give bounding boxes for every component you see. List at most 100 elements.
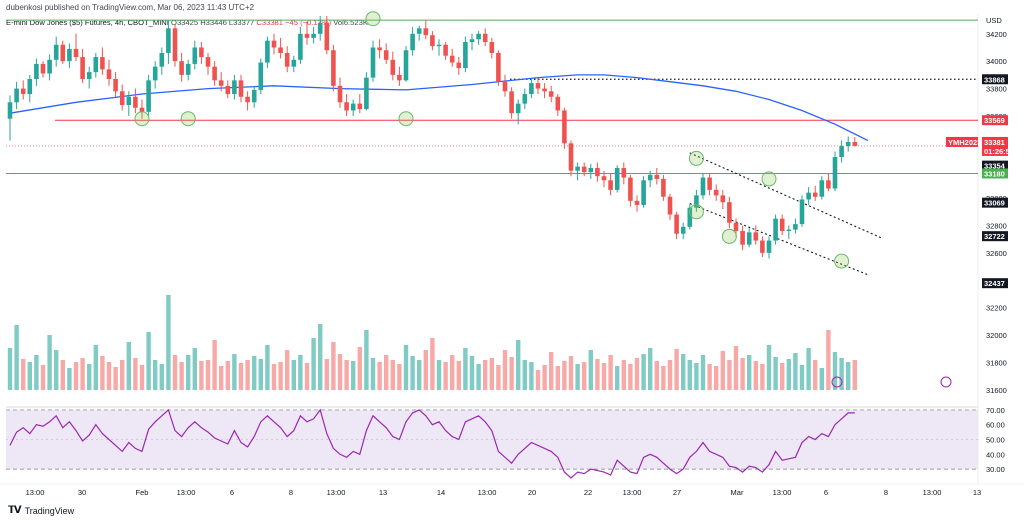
rsi-tick-label: 50.00 [986, 436, 1005, 445]
candle-body [661, 178, 666, 197]
candle-body [766, 240, 772, 253]
volume-bar [219, 366, 224, 390]
candle-body [713, 189, 719, 196]
volume-bar [450, 355, 455, 390]
volume-bar [568, 356, 574, 390]
candle-body [284, 52, 290, 67]
volume-bar [588, 350, 593, 390]
price-tag [982, 231, 1008, 242]
moving-average-line [9, 74, 869, 142]
volume-bar [47, 335, 52, 390]
volume-bar [384, 355, 389, 390]
candle-body [119, 91, 125, 105]
candle-body [760, 240, 765, 253]
volume-bar [238, 363, 244, 390]
volume-bar [318, 324, 323, 390]
volume-bar [172, 355, 178, 390]
price-tag [982, 136, 1008, 147]
price-tag-label: 33569 [984, 116, 1005, 125]
price-tag-label: 33868 [984, 75, 1005, 84]
candle-body [496, 52, 501, 82]
candle-body [456, 62, 462, 69]
volume-bar [252, 356, 257, 390]
volume-bar [153, 360, 158, 390]
candle-body [430, 35, 435, 47]
volume-bar [733, 346, 739, 390]
volume-bar [139, 365, 145, 390]
contract-tag-label: YMH2023 [948, 138, 981, 147]
volume-bar [14, 325, 19, 390]
volume-bar [700, 355, 706, 390]
time-tick-label: 13 [973, 488, 981, 497]
close-value: C33381 [256, 18, 283, 27]
volume-bar [21, 359, 26, 390]
volume-bar [793, 353, 798, 390]
candle-body [390, 59, 396, 75]
time-tick-label: 30 [78, 488, 86, 497]
volume-bar [311, 338, 316, 390]
candle-body [166, 28, 171, 53]
volume-bar [54, 350, 59, 390]
time-tick-label: 20 [528, 488, 536, 497]
volume-bar [192, 348, 197, 390]
tradingview-brand[interactable]: 𝗧𝗩 TradingView [8, 505, 74, 516]
price-tag-label: 33354 [984, 162, 1006, 171]
candle-body [786, 229, 792, 231]
candle-body [344, 102, 349, 111]
contract-tag [946, 136, 978, 147]
touch-marker [834, 253, 850, 269]
candle-body [212, 66, 217, 81]
volume-bar [179, 362, 184, 390]
candle-body [535, 83, 541, 89]
volume-bar [159, 364, 164, 390]
touch-marker [134, 111, 150, 127]
candle-body [799, 199, 805, 225]
volume-bar [377, 362, 382, 390]
candle-body [654, 174, 660, 179]
candle-body [423, 28, 429, 36]
time-tick-label: 8 [884, 488, 888, 497]
candle-body [687, 207, 693, 227]
time-tick-label: 27 [673, 488, 681, 497]
volume-bar [80, 358, 85, 390]
candle-body [350, 103, 356, 111]
price-tag-label: 01:26:55 [984, 147, 1014, 156]
candle-body [370, 47, 376, 78]
candle-body [443, 44, 448, 56]
candle-body [192, 47, 198, 64]
candle-body [812, 192, 818, 197]
candle-body [113, 78, 118, 92]
volume-bar [707, 364, 712, 390]
volume-bar [93, 345, 98, 390]
volume-bar [489, 358, 494, 390]
candle-body [634, 200, 640, 205]
candle-body [826, 180, 831, 189]
candle-body [357, 103, 363, 110]
volume-bar [674, 349, 679, 390]
candle-body [383, 50, 389, 60]
channel-upper-line [689, 152, 882, 239]
volume-bar [40, 365, 46, 390]
candle-body [740, 230, 745, 245]
volume-bar [575, 364, 580, 390]
volume-bar [390, 360, 395, 390]
price-tag [982, 168, 1008, 179]
candle-body [146, 80, 151, 112]
volume-bar [740, 358, 745, 390]
volume-bar [496, 365, 501, 390]
time-tick-label: 14 [437, 488, 445, 497]
volume-bar [760, 364, 765, 390]
candle-body [793, 224, 798, 230]
candle-body [608, 180, 613, 190]
candle-body [60, 44, 66, 62]
volume-bar [285, 350, 290, 390]
volume-value: Vol6.523K [333, 18, 368, 27]
volume-bar [212, 340, 217, 390]
touch-marker [721, 228, 737, 244]
symbol-name[interactable]: E-mini Dow Jones ($5) Futures, 4h, CBOT_… [6, 18, 169, 27]
candle-body [529, 83, 534, 95]
volume-bar [126, 342, 131, 390]
candle-body [225, 85, 231, 95]
candle-body [291, 59, 297, 67]
